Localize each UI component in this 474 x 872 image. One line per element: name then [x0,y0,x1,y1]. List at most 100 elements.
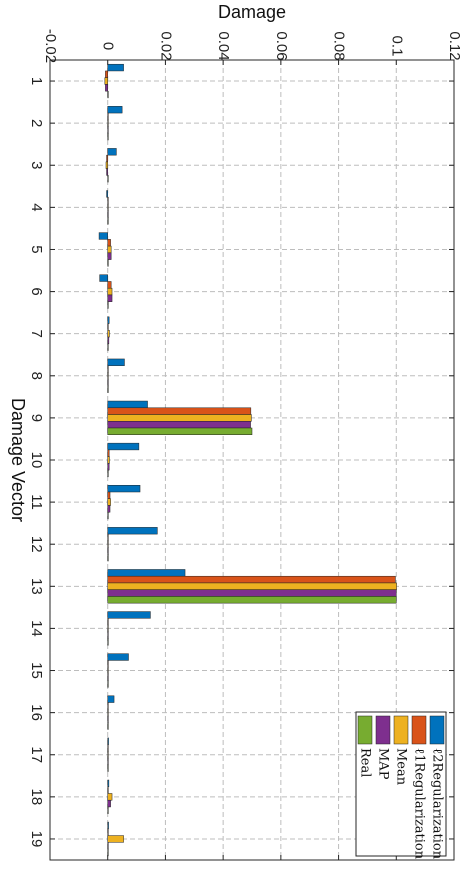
category-tick-label: 15 [28,662,45,679]
category-tick-label: 12 [28,536,45,553]
bar [107,835,124,843]
bar [107,848,109,857]
bar [107,90,109,99]
bar [107,715,109,723]
bar [107,744,109,752]
category-tick-label: 13 [28,578,45,595]
category-tick-label: 1 [28,77,45,85]
bar [107,709,109,717]
ticks: -0.02 0 0.02 0.04 0.06 0.08 0.1 0.1212345678910… [28,29,463,860]
bar [107,660,109,668]
value-tick-label: -0.02 [42,29,59,63]
category-tick-label: 17 [28,746,45,763]
bar [107,301,109,309]
bar [107,737,109,745]
bar [107,631,109,639]
bar [107,126,109,134]
bar [107,589,397,597]
value-tick-label: 0.06 [273,31,290,60]
bar [107,456,110,464]
bar [107,259,109,267]
bar [107,463,110,471]
bar [107,779,110,787]
bar [107,764,109,772]
bar [107,119,109,127]
legend-swatch [411,715,427,745]
legend-label: ℓ1Regularization [412,748,427,860]
bar [107,491,111,499]
bar [107,106,123,114]
legend-swatch [393,715,409,745]
bar [107,343,109,351]
bars [98,63,397,857]
category-tick-label: 16 [28,704,45,721]
legend-label: Real [358,748,373,777]
category-tick-label: 19 [28,831,45,848]
bar [107,365,109,373]
bar [107,786,109,794]
bar [107,757,109,766]
legend-swatch [429,715,445,745]
bar [107,252,112,260]
bar [106,168,108,176]
bar [107,680,109,688]
category-tick-label: 14 [28,620,45,637]
category-tick-label: 10 [28,452,45,469]
bar [107,527,158,535]
y-axis-title: Damage [218,2,286,22]
bar [107,372,109,380]
category-tick-label: 8 [28,372,45,380]
category-tick-label: 3 [28,161,45,169]
bar [107,582,397,590]
bar [107,385,109,393]
bar [107,666,109,675]
legend-label: Mean [394,748,409,786]
bar [104,77,108,85]
bar [107,722,109,730]
bar [107,799,111,808]
bar [99,274,108,282]
bar [107,842,109,850]
bar [107,287,113,296]
legend-label: MAP [376,748,391,780]
bar [107,569,186,577]
value-tick-label: 0.02 [157,31,174,60]
bar [107,449,110,457]
category-tick-label: 4 [28,203,45,211]
bar [98,232,108,240]
bar [107,245,112,254]
bar [107,323,109,331]
bar [107,175,109,183]
bar [107,63,124,72]
legend: ℓ2Regularizationℓ1RegularizationMeanMAPR… [355,711,447,860]
bar [107,575,396,584]
bar [107,336,110,345]
bar [107,611,151,619]
x-axis-title: Damage Vector [8,398,28,522]
category-tick-label: 2 [28,119,45,127]
bar [106,190,108,198]
bar [107,358,125,366]
bar [107,197,109,205]
bar [107,806,109,814]
legend-swatch [375,715,391,745]
bar [107,210,109,218]
bar [107,407,252,415]
bar [105,84,108,92]
bar [107,148,117,156]
bar [107,618,109,626]
bar [107,112,109,121]
bar [107,653,129,661]
bar [107,533,109,542]
bar [107,828,109,836]
value-tick-label: 0.04 [215,31,232,60]
bar [107,217,109,225]
bar [107,442,140,451]
category-tick-label: 7 [28,330,45,338]
bar [107,294,113,302]
bar [107,421,251,429]
bar [107,239,111,247]
bar [107,281,112,289]
bar [107,638,109,646]
